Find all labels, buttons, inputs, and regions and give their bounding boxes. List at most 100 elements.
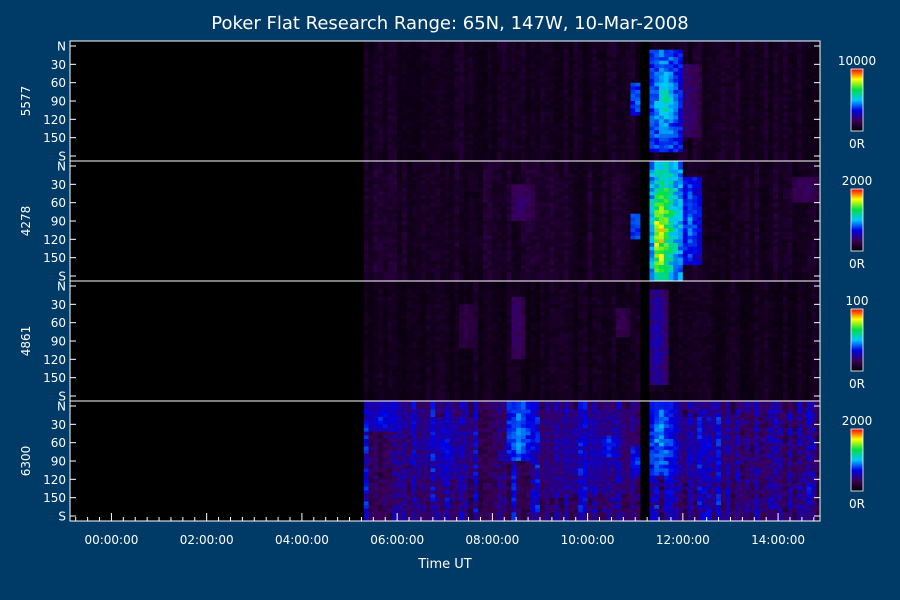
- heatmap-cell: [754, 130, 760, 135]
- heatmap-cell: [682, 254, 689, 259]
- heatmap-cell: [487, 261, 493, 266]
- heatmap-cell: [749, 90, 755, 95]
- heatmap-cell: [620, 57, 627, 62]
- heatmap-cell: [540, 90, 546, 95]
- heatmap-cell: [563, 232, 569, 237]
- heatmap-cell: [363, 141, 369, 146]
- heatmap-cell: [511, 184, 517, 189]
- heatmap-cell: [687, 239, 693, 244]
- heatmap-cell: [792, 148, 798, 153]
- heatmap-cell: [392, 75, 398, 80]
- heatmap-cell: [620, 180, 627, 185]
- heatmap-cell: [787, 137, 793, 142]
- heatmap-cell: [363, 126, 369, 131]
- heatmap-cell: [711, 104, 717, 109]
- heatmap-cell: [687, 180, 693, 185]
- heatmap-cell: [559, 254, 565, 259]
- heatmap-cell: [397, 104, 403, 109]
- heatmap-cell: [382, 235, 389, 240]
- heatmap-cell: [601, 101, 608, 106]
- heatmap-cell: [497, 49, 503, 54]
- heatmap-cell: [601, 126, 608, 131]
- heatmap-cell: [363, 228, 369, 233]
- heatmap-cell: [611, 177, 617, 182]
- heatmap-cell: [687, 90, 693, 95]
- heatmap-cell: [606, 134, 612, 139]
- heatmap-cell: [520, 75, 527, 80]
- heatmap-cell: [411, 228, 417, 233]
- heatmap-cell: [420, 115, 427, 120]
- heatmap-cell: [430, 93, 436, 98]
- heatmap-cell: [797, 53, 803, 58]
- heatmap-cell: [592, 134, 598, 139]
- heatmap-cell: [697, 232, 703, 237]
- heatmap-cell: [525, 161, 531, 171]
- heatmap-cell: [549, 199, 555, 204]
- heatmap-cell: [701, 57, 708, 62]
- heatmap-cell: [663, 202, 669, 207]
- heatmap-cell: [578, 57, 584, 62]
- heatmap-cell: [492, 161, 498, 171]
- heatmap-cell: [416, 134, 422, 139]
- heatmap-cell: [544, 79, 550, 84]
- heatmap-cell: [525, 57, 531, 62]
- heatmap-cell: [668, 60, 674, 65]
- heatmap-cell: [697, 210, 703, 215]
- heatmap-cell: [487, 152, 493, 162]
- heatmap-cell: [754, 108, 760, 113]
- heatmap-cell: [516, 210, 522, 215]
- heatmap-cell: [535, 268, 541, 273]
- heatmap-cell: [463, 75, 469, 80]
- heatmap-cell: [444, 123, 450, 128]
- heatmap-cell: [725, 152, 731, 162]
- heatmap-cell: [768, 108, 774, 113]
- heatmap-cell: [678, 101, 684, 106]
- heatmap-cell: [392, 126, 398, 131]
- heatmap-cell: [682, 265, 689, 270]
- heatmap-cell: [549, 119, 555, 124]
- heatmap-cell: [511, 243, 517, 248]
- heatmap-cell: [401, 112, 408, 117]
- heatmap-cell: [516, 184, 522, 189]
- heatmap-cell: [449, 126, 455, 131]
- heatmap-cell: [763, 119, 769, 124]
- heatmap-cell: [506, 232, 512, 237]
- heatmap-cell: [463, 246, 469, 251]
- heatmap-cell: [597, 145, 603, 150]
- heatmap-cell: [678, 134, 684, 139]
- heatmap-cell: [587, 112, 593, 117]
- heatmap-cell: [440, 64, 446, 69]
- heatmap-cell: [392, 228, 398, 233]
- heatmap-cell: [449, 41, 455, 51]
- heatmap-cell: [678, 119, 684, 124]
- heatmap-cell: [816, 134, 819, 139]
- heatmap-cell: [387, 232, 393, 237]
- heatmap-cell: [416, 137, 422, 142]
- heatmap-cell: [716, 82, 722, 87]
- heatmap-cell: [697, 254, 703, 259]
- heatmap-cell: [425, 250, 431, 255]
- heatmap-cell: [516, 97, 522, 102]
- heatmap-cell: [701, 217, 708, 222]
- heatmap-cell: [511, 64, 517, 69]
- heatmap-cell: [373, 130, 379, 135]
- heatmap-cell: [478, 173, 484, 178]
- heatmap-cell: [444, 217, 450, 222]
- heatmap-cell: [487, 246, 493, 251]
- heatmap-cell: [740, 115, 746, 120]
- heatmap-cell: [573, 79, 579, 84]
- heatmap-cell: [649, 57, 655, 62]
- heatmap-cell: [668, 126, 674, 131]
- heatmap-cell: [449, 210, 455, 215]
- heatmap-cell: [559, 82, 565, 87]
- heatmap-cell: [516, 134, 522, 139]
- heatmap-cell: [406, 261, 412, 266]
- heatmap-cell: [549, 79, 555, 84]
- heatmap-cell: [659, 82, 665, 87]
- heatmap-cell: [468, 104, 474, 109]
- heatmap-cell: [368, 134, 374, 139]
- heatmap-cell: [701, 104, 708, 109]
- heatmap-cell: [501, 265, 508, 270]
- heatmap-cell: [754, 93, 760, 98]
- heatmap-cell: [368, 71, 374, 76]
